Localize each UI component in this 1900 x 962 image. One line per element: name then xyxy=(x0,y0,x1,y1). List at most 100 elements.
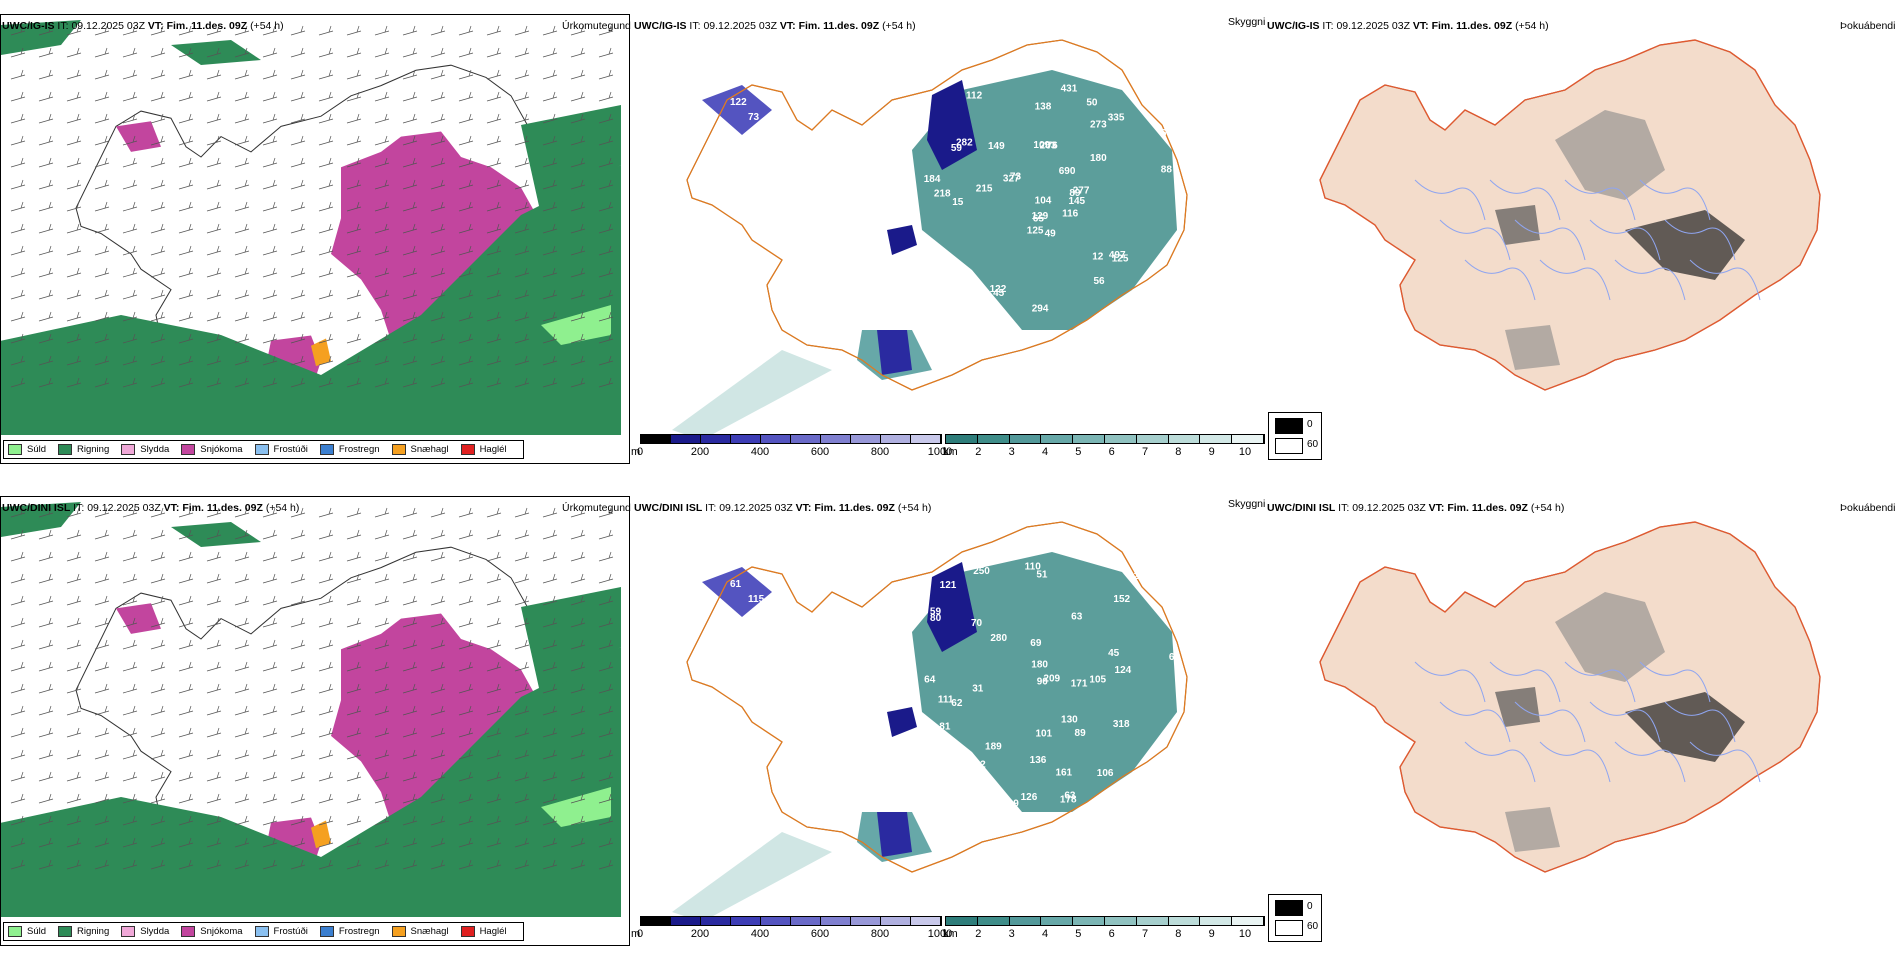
precip-title: Úrkomutegund xyxy=(562,502,631,514)
map-value-label: 89 xyxy=(1075,728,1087,739)
map-value-label: 209 xyxy=(1043,674,1060,685)
map-value-label: 15 xyxy=(952,197,964,208)
colorbar-tick: 1000 xyxy=(927,446,953,458)
map-value-label: 215 xyxy=(976,183,993,194)
map-value-label: 124 xyxy=(1115,665,1132,676)
map-value-label: 64 xyxy=(924,674,936,685)
legend-item: Snæhagl xyxy=(391,444,449,455)
map-value-label: 135 xyxy=(924,780,941,791)
header-right: UWC/IG-IS IT: 09.12.2025 03Z VT: Fim. 11… xyxy=(1267,20,1549,32)
legend-swatch xyxy=(460,444,475,455)
fog-legend-swatch xyxy=(1275,900,1303,916)
precip-legend: Súld Rigning Slydda Snjókoma Frostúði Frostre… xyxy=(3,922,524,941)
colorbar-segment xyxy=(1041,917,1074,925)
map-value-label: 99 xyxy=(988,811,1000,822)
map-value-label: 149 xyxy=(988,141,1005,152)
map-value-label: 277 xyxy=(1073,185,1090,196)
map-value-label: 45 xyxy=(1108,648,1120,659)
legend-swatch xyxy=(181,444,196,455)
legend-item: Snæhagl xyxy=(391,926,449,937)
colorbar-tick: 3 xyxy=(1008,446,1015,458)
colorbar-segment xyxy=(851,917,881,925)
map-value-label: 431 xyxy=(1061,84,1078,95)
colorbar-segment xyxy=(881,435,911,443)
fog-legend: 0 60 xyxy=(1268,412,1322,460)
map-value-label: 88 xyxy=(1161,165,1173,176)
map-value-label: 318 xyxy=(1113,719,1130,730)
legend-label: Haglél xyxy=(479,926,507,937)
colorbar-tick: 1 xyxy=(941,446,949,458)
map-value-label: 180 xyxy=(1090,153,1107,164)
colorbar-tick: 9 xyxy=(1208,446,1215,458)
colorbar-tick: 200 xyxy=(690,446,710,458)
map-value-label: 234 xyxy=(995,814,1012,825)
map-value-label: 130 xyxy=(1061,715,1078,726)
map-value-label: 49 xyxy=(1045,228,1057,239)
colorbar-segment xyxy=(1168,917,1201,925)
colorbar-segment xyxy=(1200,435,1233,443)
map-value-label: 180 xyxy=(1031,659,1048,670)
colorbar-segment xyxy=(946,435,978,443)
map-value-label: 331 xyxy=(942,327,959,338)
legend-item: Súld xyxy=(8,444,46,455)
map-value-label: 273 xyxy=(1090,120,1107,131)
map-value-label: 50 xyxy=(1086,98,1098,109)
colorbar-tick: 3 xyxy=(1008,928,1015,940)
colorbar-m: m 0 200 400 600 800 1000 xyxy=(631,916,952,952)
init-time: 09.12.2025 03Z xyxy=(71,20,145,32)
colorbar-tick: 4 xyxy=(1041,446,1049,458)
legend-item: Frostúði xyxy=(254,926,308,937)
colorbar-tick: 800 xyxy=(870,446,890,458)
legend-label: Rigning xyxy=(77,926,110,937)
colorbar-segment xyxy=(1200,917,1233,925)
precip-title: Úrkomutegund xyxy=(562,20,631,32)
lead-time: (+54 h) xyxy=(250,20,284,32)
map-value-label: 204 xyxy=(1154,309,1171,320)
colorbar-segment xyxy=(1232,435,1264,443)
map-value-label: 63 xyxy=(1071,611,1083,622)
legend-swatch xyxy=(58,444,73,455)
colorbar-segment xyxy=(761,917,791,925)
colorbar-tick: 5 xyxy=(1075,446,1082,458)
map-value-label: 90 xyxy=(1037,677,1049,688)
map-value-label: 76 xyxy=(1047,140,1059,151)
valid-time: Fim. 11.des. 09Z xyxy=(166,20,248,32)
map-value-label: 184 xyxy=(924,174,941,185)
colorbar-segment xyxy=(1104,435,1137,443)
colorbar-tick: 7 xyxy=(1141,928,1149,940)
colorbar-tick: 400 xyxy=(750,928,770,940)
header-right: UWC/DINI ISL IT: 09.12.2025 03Z VT: Fim.… xyxy=(1267,502,1565,514)
map-value-label: 138 xyxy=(1035,101,1052,112)
colorbar-segment xyxy=(1073,435,1105,443)
model-name: UWC/IG-IS xyxy=(2,20,55,32)
map-value-label: 309 xyxy=(1002,798,1019,809)
map-value-label: 56 xyxy=(1093,276,1105,287)
map-value-label: 125 xyxy=(1027,226,1044,237)
map-value-label: 105 xyxy=(1089,675,1106,686)
colorbar-segment xyxy=(1104,917,1137,925)
colorbar-segment xyxy=(1073,917,1105,925)
colorbar-segment xyxy=(1009,917,1042,925)
legend-label: Rigning xyxy=(77,444,110,455)
map-value-label: 99 xyxy=(712,564,724,575)
init-time: 09.12.2025 03Z xyxy=(87,502,161,514)
colorbar-segment xyxy=(1168,435,1201,443)
map-value-label: 641 xyxy=(1118,828,1135,839)
fog-map xyxy=(1265,512,1865,922)
map-value-label: 189 xyxy=(985,741,1002,752)
colorbar-tick: 9 xyxy=(1208,928,1215,940)
row-igis: Súld Rigning Slydda Snjókoma Frostúði Frostre… xyxy=(0,0,1900,480)
precip-type-map: Súld Rigning Slydda Snjókoma Frostúði Frostre… xyxy=(0,496,630,946)
fog-legend-swatch xyxy=(1275,438,1303,454)
map-value-label: 335 xyxy=(1108,113,1125,124)
map-value-label: 241 xyxy=(1137,338,1154,349)
legend-item: Frostregn xyxy=(319,444,380,455)
legend-label: Frostúði xyxy=(273,926,308,937)
colorbar-tick: 2 xyxy=(975,446,982,458)
legend-item: Snjókoma xyxy=(181,444,243,455)
colorbar-tick: 4 xyxy=(1041,928,1049,940)
legend-swatch xyxy=(319,444,334,455)
colorbar-segment xyxy=(701,435,731,443)
legend-item: Frostúði xyxy=(254,444,308,455)
map-value-label: 178 xyxy=(1060,795,1077,806)
